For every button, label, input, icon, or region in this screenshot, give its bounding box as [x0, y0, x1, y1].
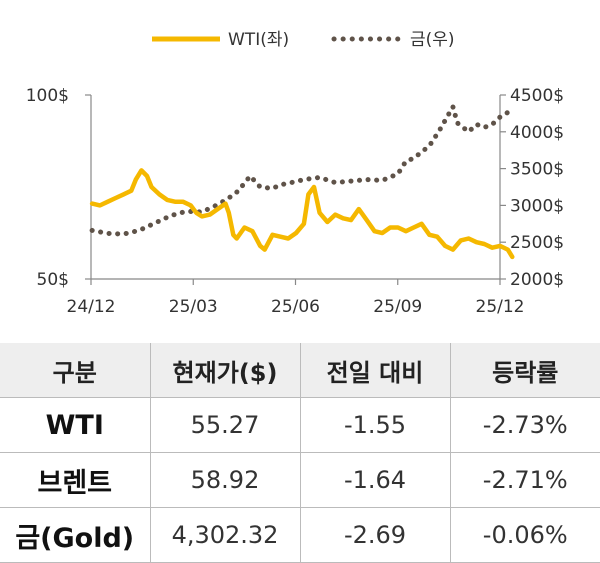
cell-price: 55.27	[149, 397, 300, 453]
y-right-tick-label: 4000$	[510, 123, 564, 143]
header-change-rate: 등락률	[449, 343, 600, 398]
cell-price: 4,302.32	[149, 507, 300, 563]
price-table: 구분 현재가($) 전일 대비 등락률 WTI 55.27 -1.55 -2.7…	[0, 343, 600, 563]
legend: WTI(좌) 금(우)	[152, 30, 455, 50]
x-tick-label: 25/09	[373, 297, 422, 317]
y-right-tick-label: 3000$	[510, 196, 564, 216]
table-row: WTI 55.27 -1.55 -2.73%	[0, 397, 600, 453]
y-right-tick-label: 4500$	[510, 86, 564, 106]
row-label: WTI	[0, 397, 150, 453]
header-category: 구분	[0, 343, 150, 398]
row-label: 브렌트	[0, 452, 150, 508]
header-change: 전일 대비	[299, 343, 450, 398]
x-tick-label: 25/03	[169, 297, 218, 317]
table-row: 브렌트 58.92 -1.64 -2.71%	[0, 452, 600, 508]
cell-change: -1.64	[299, 452, 450, 508]
x-tick-label: 24/12	[67, 297, 116, 317]
legend-wti-label: WTI(좌)	[228, 30, 289, 50]
cell-price: 58.92	[149, 452, 300, 508]
y-left-tick-label: 50$	[37, 270, 69, 290]
table-header-row: 구분 현재가($) 전일 대비 등락률	[0, 343, 600, 398]
series-gold-line	[89, 104, 515, 237]
price-chart: WTI(좌) 금(우) 24/12 25/03 25/06 25/09 25/12 100…	[26, 30, 564, 317]
y-right-tick-label: 3500$	[510, 160, 564, 180]
table-row: 금(Gold) 4,302.32 -2.69 -0.06%	[0, 507, 600, 563]
y-right-tick-label: 2500$	[510, 233, 564, 253]
series-layer	[89, 104, 515, 260]
y-right-tick-label: 2000$	[510, 270, 564, 290]
series-wti-line	[89, 168, 515, 260]
price-table-container: 구분 현재가($) 전일 대비 등락률 WTI 55.27 -1.55 -2.7…	[0, 343, 600, 563]
cell-change: -1.55	[299, 397, 450, 453]
cell-change-rate: -0.06%	[449, 507, 600, 563]
cell-change-rate: -2.71%	[449, 452, 600, 508]
header-price: 현재가($)	[149, 343, 300, 398]
x-tick-label: 25/12	[476, 297, 525, 317]
legend-gold-label: 금(우)	[410, 30, 455, 50]
x-tick-label: 25/06	[271, 297, 320, 317]
cell-change: -2.69	[299, 507, 450, 563]
row-label: 금(Gold)	[0, 507, 150, 563]
y-left-tick-label: 100$	[26, 86, 69, 106]
cell-change-rate: -2.73%	[449, 397, 600, 453]
tick-layer: 24/12 25/03 25/06 25/09 25/12 100$ 50$ 4500$ 400…	[26, 86, 564, 317]
